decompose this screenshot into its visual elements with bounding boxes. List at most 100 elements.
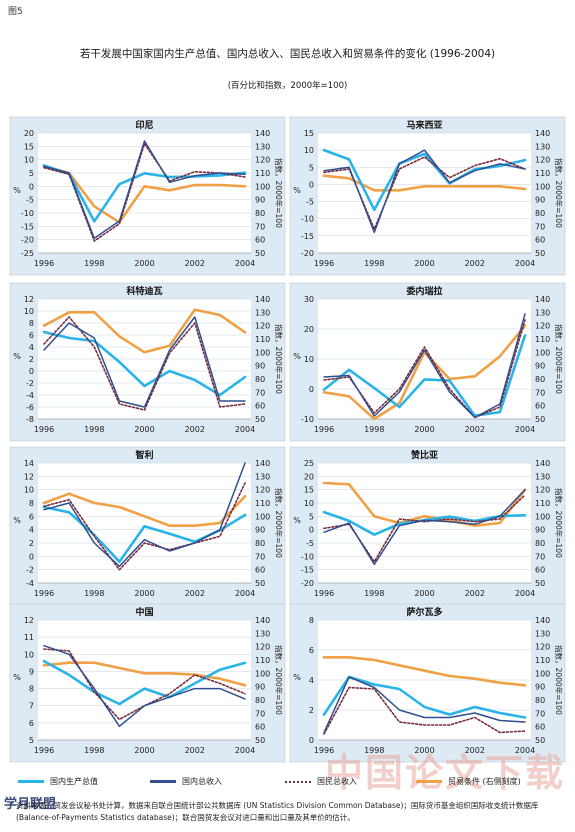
y-tick-label: 5 [309, 512, 314, 521]
series-line-tot [42, 165, 247, 224]
y-tick-label: 6 [29, 512, 34, 521]
legend-swatch-gdp [18, 780, 44, 783]
y-tick-label: 5 [29, 169, 34, 178]
y-tick-label: 9 [29, 667, 34, 676]
y-right-tick-label: 80 [535, 539, 545, 548]
y-right-tick-label: 120 [535, 156, 550, 165]
y-right-tick-label: 50 [255, 736, 265, 745]
y-axis-label: % [293, 516, 301, 525]
y-tick-label: 10 [24, 650, 34, 659]
y-tick-label: 20 [304, 472, 314, 481]
x-tick-label: 1998 [84, 259, 104, 268]
x-tick-label: 2002 [185, 425, 205, 434]
y-tick-label: 10 [304, 355, 314, 364]
y-right-tick-label: 50 [255, 579, 265, 588]
legend-label-gdp: 国内生产总值 [50, 777, 98, 786]
y-right-tick-label: 80 [255, 209, 265, 218]
y-right-tick-label: 60 [255, 566, 265, 575]
series-line-tot [42, 492, 247, 528]
x-tick-label: 2004 [515, 746, 535, 755]
x-tick-label: 1998 [364, 259, 384, 268]
series-line-tot [322, 174, 527, 192]
y-tick-label: -6 [26, 403, 34, 412]
x-tick-label: 1998 [364, 589, 384, 598]
y-right-axis-label: 指数，2000年=100 [274, 488, 284, 558]
x-tick-label: 2004 [235, 425, 255, 434]
source-footnote: 资料来源：贸发会议秘书处计算，数据来自联合国统计部公共数据库 (UN Stati… [16, 801, 539, 822]
series-line-gdi [43, 644, 246, 728]
y-tick-label: 6 [29, 331, 34, 340]
y-right-tick-label: 140 [255, 459, 270, 468]
legend-item-gdp: 国内生产总值 [18, 776, 98, 787]
y-tick-label: 10 [304, 146, 314, 155]
y-right-tick-label: 70 [255, 388, 265, 397]
y-right-tick-label: 100 [535, 669, 550, 678]
watermark: 中国论文下载 [324, 751, 565, 795]
y-right-tick-label: 60 [255, 723, 265, 732]
x-tick-label: 2004 [235, 746, 255, 755]
y-tick-label: 0 [29, 367, 34, 376]
series-line-gdi [43, 140, 246, 240]
y-tick-label: 8 [309, 616, 314, 625]
series-line-gdp [322, 675, 527, 719]
y-tick-label: -5 [26, 196, 34, 205]
y-right-tick-label: 70 [255, 709, 265, 718]
y-tick-label: 15 [304, 486, 314, 495]
y-right-tick-label: 110 [535, 169, 550, 178]
legend-label-tot: 贸易条件 (右侧刻度) [448, 777, 521, 786]
x-tick-label: 1998 [364, 746, 384, 755]
y-tick-label: 12 [24, 472, 34, 481]
site-logo: 学月联盟 [4, 797, 57, 812]
y-right-tick-label: 110 [255, 656, 270, 665]
y-right-tick-label: 100 [535, 182, 550, 191]
chart-panel-7: 5 6 7 8 9 10 11 12 50 60 70 80 90 100 110 120 130 140 1996… [9, 603, 286, 763]
y-tick-label: 25 [304, 459, 314, 468]
y-right-tick-label: 130 [255, 629, 270, 638]
y-right-tick-label: 90 [255, 526, 265, 535]
x-tick-label: 2004 [235, 259, 255, 268]
y-right-axis-label: 指数，2000年=100 [274, 158, 284, 228]
series-line-gdi [43, 462, 246, 568]
series-line-gdp [322, 148, 527, 212]
legend-item-gdi: 国内总收入 [150, 776, 222, 787]
x-tick-label: 2000 [414, 746, 434, 755]
plot-area [38, 133, 251, 253]
figure-title: 若干发展中国家国内生产总值、国内总收入、国民总收入和贸易条件的变化 (1996-… [79, 48, 496, 60]
y-tick-label: -15 [301, 566, 314, 575]
y-right-tick-label: 110 [255, 169, 270, 178]
y-tick-label: -10 [301, 215, 314, 224]
y-tick-label: 30 [304, 295, 314, 304]
y-right-tick-label: 100 [255, 669, 270, 678]
x-tick-label: 1996 [314, 259, 334, 268]
y-right-tick-label: 70 [535, 709, 545, 718]
y-right-tick-label: 50 [535, 736, 545, 745]
y-right-axis-label: 指数，2000年=100 [274, 324, 284, 394]
legend-swatch-tot [416, 780, 442, 783]
y-tick-label: -25 [21, 249, 34, 258]
y-tick-label: -15 [21, 222, 34, 231]
y-right-tick-label: 120 [535, 486, 550, 495]
y-right-tick-label: 110 [535, 656, 550, 665]
panel-title: 委内瑞拉 [405, 285, 442, 297]
y-tick-label: 5 [29, 736, 34, 745]
series-line-gni [43, 316, 246, 411]
x-tick-label: 1996 [314, 425, 334, 434]
y-tick-label: 8 [29, 319, 34, 328]
x-tick-label: 1996 [34, 259, 54, 268]
y-tick-label: 10 [304, 499, 314, 508]
y-right-tick-label: 120 [535, 322, 550, 331]
y-tick-label: -20 [21, 236, 34, 245]
y-tick-label: 4 [29, 343, 34, 352]
y-tick-label: -10 [301, 415, 314, 424]
x-tick-label: 1996 [314, 746, 334, 755]
y-tick-label: -10 [301, 552, 314, 561]
y-tick-label: 0 [309, 180, 314, 189]
x-tick-label: 2002 [465, 746, 485, 755]
chart-panel-8: 0 2 4 6 8 50 60 70 80 90 100 110 120 130 140 1996 1998 20… [289, 603, 566, 763]
x-tick-label: 2004 [235, 589, 255, 598]
series-line-gdi [43, 316, 246, 408]
y-right-tick-label: 100 [255, 512, 270, 521]
series-line-tot [42, 308, 247, 354]
x-tick-label: 2002 [185, 746, 205, 755]
y-right-tick-label: 90 [535, 526, 545, 535]
